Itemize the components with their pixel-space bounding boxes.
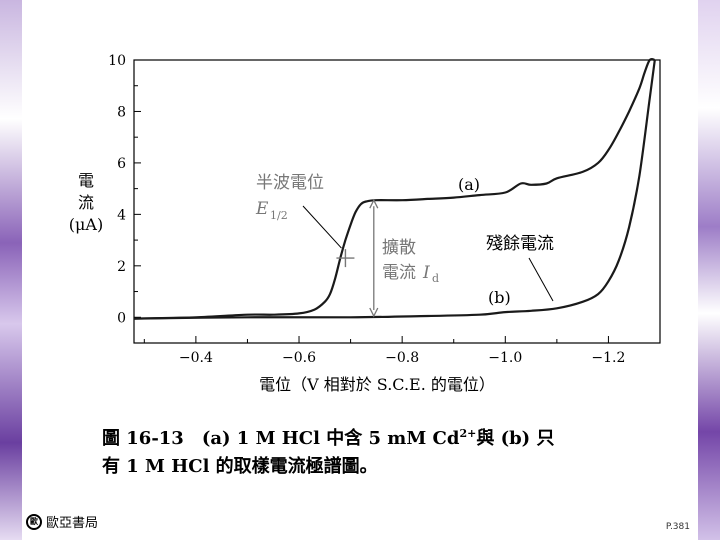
series-line-b: [133, 59, 656, 320]
y-tick-label: 6: [117, 156, 126, 172]
half-wave-subscript: 1/2: [270, 209, 288, 222]
y-axis-label-line: 電: [78, 171, 94, 190]
series-line-a: [133, 57, 656, 320]
half-wave-label: 半波電位: [256, 173, 324, 193]
diffusion-subscript: d: [432, 272, 439, 285]
caption-superscript: 2+: [459, 427, 477, 440]
diffusion-symbol: I: [422, 263, 430, 283]
publisher-name: 歐亞書局: [46, 516, 99, 531]
x-tick-label: −1.2: [591, 350, 625, 366]
x-tick-label: −0.4: [179, 350, 213, 366]
diffusion-label-line2: 電流: [382, 263, 416, 283]
diffusion-label-line1: 擴散: [382, 238, 416, 258]
publisher-mark-icon: 歐: [26, 513, 42, 530]
x-tick-label: −0.6: [282, 350, 316, 366]
y-tick-label: 0: [117, 310, 126, 326]
caption-line1-suffix: 與 (b) 只: [476, 428, 555, 449]
left-decorative-band: [0, 0, 22, 540]
y-tick-label: 8: [117, 104, 126, 120]
y-tick-label: 2: [117, 259, 126, 275]
publisher-logo: 歐 歐亞書局: [26, 512, 98, 531]
x-axis-label: 電位（V 相對於 S.C.E. 的電位）: [259, 375, 495, 394]
y-axis-label-line: 流: [78, 193, 94, 212]
y-axis-label: 電流 (μA): [69, 171, 103, 234]
diffusion-arrow-head-top: [369, 198, 379, 209]
figure-caption-line-1: 圖 16-13 (a) 1 M HCl 中含 5 mM Cd2+與 (b) 只: [102, 424, 554, 450]
plot-frame: [133, 59, 661, 344]
figure-caption-line-2: 有 1 M HCl 的取樣電流極譜圖。: [102, 456, 378, 477]
y-tick-label: 4: [117, 207, 126, 223]
y-tick-label: 10: [108, 53, 126, 69]
x-tick-label: −1.0: [488, 350, 522, 366]
diffusion-arrow-head-bottom: [369, 307, 379, 318]
series-label-b: (b): [488, 288, 511, 307]
right-decorative-band: [698, 0, 720, 540]
x-tick-label: −0.8: [385, 350, 419, 366]
residual-pointer: [528, 257, 554, 302]
y-axis-label-line: (μA): [69, 215, 103, 234]
page-number: P.381: [665, 522, 690, 532]
half-wave-pointer: [302, 205, 342, 249]
series-label-a: (a): [458, 175, 480, 194]
half-wave-symbol: E: [255, 199, 269, 219]
residual-current-label: 殘餘電流: [486, 234, 554, 254]
caption-line1-prefix: 圖 16-13 (a) 1 M HCl 中含 5 mM Cd: [102, 428, 460, 449]
